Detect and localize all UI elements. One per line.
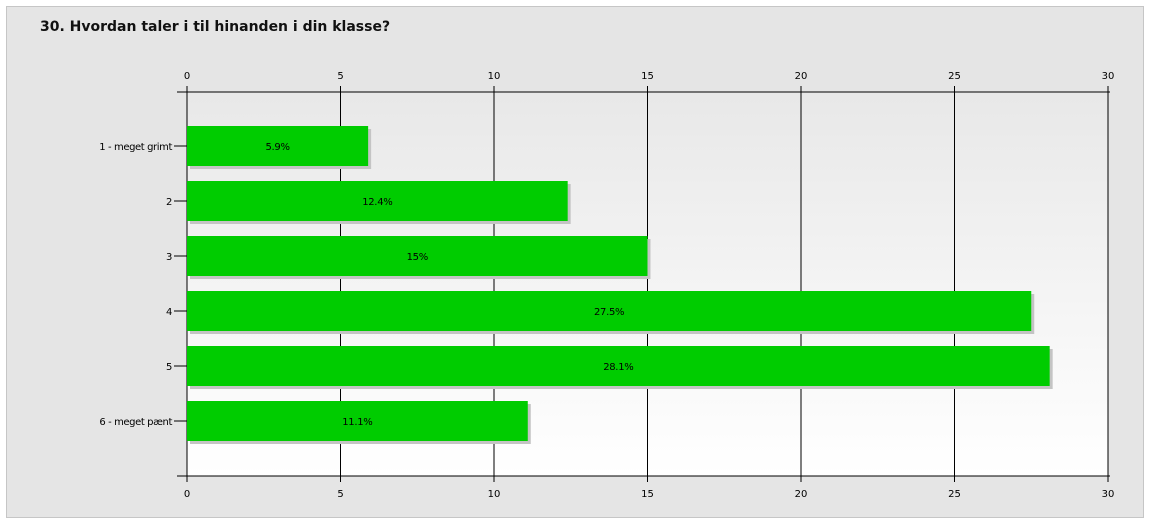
category-label: 5	[166, 362, 172, 373]
top-tick-label: 0	[184, 71, 190, 82]
bottom-tick-label: 20	[795, 489, 808, 500]
bottom-tick-label: 10	[488, 489, 501, 500]
category-label: 6 - meget pænt	[99, 417, 172, 428]
bar	[187, 401, 528, 441]
bar-value-label: 15%	[407, 252, 428, 263]
bar	[187, 236, 648, 276]
top-tick-label: 15	[641, 71, 654, 82]
bar-value-label: 5.9%	[265, 142, 289, 153]
bottom-tick-label: 15	[641, 489, 654, 500]
top-tick-label: 20	[795, 71, 808, 82]
top-tick-label: 10	[488, 71, 501, 82]
category-label: 2	[166, 197, 172, 208]
category-label: 3	[166, 252, 172, 263]
bar-value-label: 11.1%	[342, 417, 372, 428]
bar-value-label: 27.5%	[594, 307, 624, 318]
category-label: 1 - meget grimt	[99, 142, 172, 153]
bar	[187, 346, 1050, 386]
bar	[187, 181, 568, 221]
category-label: 4	[166, 307, 172, 318]
bar-value-label: 28.1%	[603, 362, 633, 373]
chart-title: 30. Hvordan taler i til hinanden i din k…	[40, 19, 391, 35]
bottom-tick-label: 25	[948, 489, 961, 500]
bottom-tick-label: 30	[1102, 489, 1115, 500]
top-tick-label: 30	[1102, 71, 1115, 82]
bar	[187, 291, 1032, 331]
bar	[187, 126, 369, 166]
bottom-tick-label: 0	[184, 489, 190, 500]
top-tick-label: 25	[948, 71, 961, 82]
top-tick-label: 5	[337, 71, 343, 82]
bar-value-label: 12.4%	[362, 197, 392, 208]
bottom-tick-label: 5	[337, 489, 343, 500]
